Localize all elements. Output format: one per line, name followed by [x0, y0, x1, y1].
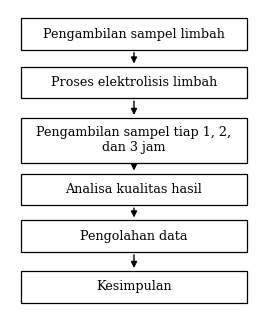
- FancyBboxPatch shape: [21, 118, 247, 163]
- Text: Analisa kualitas hasil: Analisa kualitas hasil: [66, 183, 202, 196]
- FancyBboxPatch shape: [21, 271, 247, 303]
- FancyBboxPatch shape: [21, 67, 247, 98]
- Text: Pengolahan data: Pengolahan data: [80, 230, 188, 243]
- FancyBboxPatch shape: [21, 18, 247, 50]
- FancyBboxPatch shape: [21, 174, 247, 205]
- Text: Pengambilan sampel tiap 1, 2,
dan 3 jam: Pengambilan sampel tiap 1, 2, dan 3 jam: [36, 127, 232, 155]
- Text: Kesimpulan: Kesimpulan: [96, 280, 172, 294]
- FancyBboxPatch shape: [21, 220, 247, 252]
- Text: Proses elektrolisis limbah: Proses elektrolisis limbah: [51, 76, 217, 89]
- Text: Pengambilan sampel limbah: Pengambilan sampel limbah: [43, 28, 225, 41]
